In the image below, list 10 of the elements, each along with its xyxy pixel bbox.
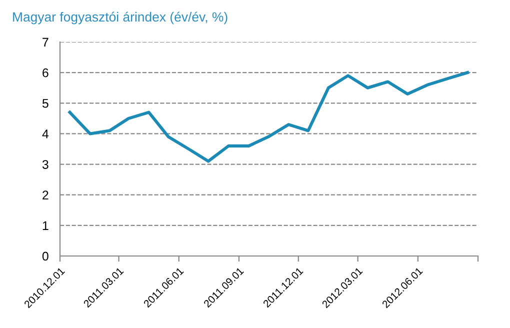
y-tick-label: 6 (42, 68, 48, 78)
y-tick-label: 5 (42, 99, 48, 108)
y-tick-label: 2 (42, 190, 48, 200)
chart-title: Magyar fogyasztói árindex (év/év, %) (13, 12, 228, 24)
line-series (68, 71, 470, 163)
y-tick-label: 3 (42, 160, 48, 169)
y-tick-label: 0 (42, 252, 48, 261)
y-tick-label: 4 (42, 130, 49, 138)
y-tick-label: 1 (42, 221, 48, 230)
y-tick-label: 7 (42, 38, 48, 47)
